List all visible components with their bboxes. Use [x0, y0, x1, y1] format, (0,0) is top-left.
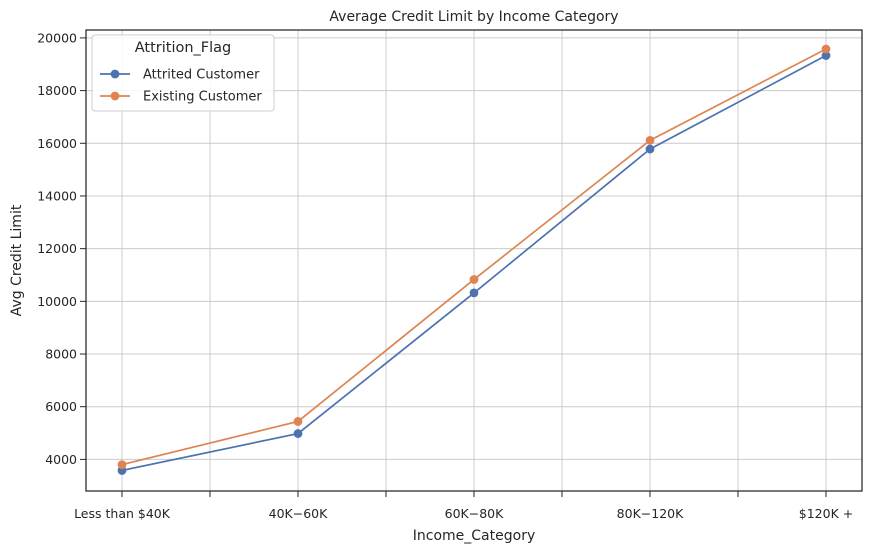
x-tick-label: $120K +	[799, 506, 853, 521]
y-axis-title: Avg Credit Limit	[9, 204, 25, 316]
grid	[86, 30, 862, 491]
legend-title: Attrition_Flag	[135, 40, 232, 56]
legend-swatch-marker-0	[110, 69, 120, 79]
series-point-1	[645, 135, 655, 145]
x-tick-label: 80K−120K	[617, 506, 684, 521]
series-point-1	[293, 417, 303, 426]
y-tick-label: 16000	[37, 136, 77, 151]
x-axis: Less than $40K 40K−60K 60K−80K 80K−120K $120…	[74, 491, 853, 521]
y-tick-label: 10000	[37, 294, 77, 309]
chart-title: Average Credit Limit by Income Category	[329, 9, 618, 25]
y-tick-label: 18000	[37, 83, 77, 98]
series-point-0	[821, 51, 831, 60]
y-tick-label: 12000	[37, 241, 77, 256]
x-axis-title: Income_Category	[413, 528, 535, 544]
x-tick-label: 60K−80K	[445, 506, 504, 521]
y-tick-label: 4000	[45, 452, 77, 467]
y-tick-label: 20000	[37, 30, 77, 45]
legend-box	[91, 34, 275, 112]
y-tick-label: 8000	[45, 347, 77, 362]
y-tick-label: 6000	[45, 399, 77, 414]
series-point-1	[821, 44, 831, 54]
legend-swatch-marker-1	[110, 91, 120, 101]
series-point-1	[469, 275, 479, 284]
series-point-0	[645, 144, 655, 154]
legend: Attrition_Flag Attrited Customer Existing…	[91, 34, 275, 112]
legend-label-1: Existing Customer	[143, 90, 262, 105]
series-layer	[117, 44, 831, 475]
series-point-1	[117, 460, 127, 470]
series-point-0	[293, 429, 303, 438]
y-tick-label: 14000	[37, 188, 77, 203]
legend-label-0: Attrited Customer	[143, 68, 260, 83]
x-tick-label: 40K−60K	[269, 506, 328, 521]
y-axis: 4000 6000 8000 10000 12000 14000 16000 18000 200…	[37, 30, 86, 467]
x-tick-label: Less than $40K	[74, 506, 171, 521]
series-point-0	[469, 288, 479, 298]
